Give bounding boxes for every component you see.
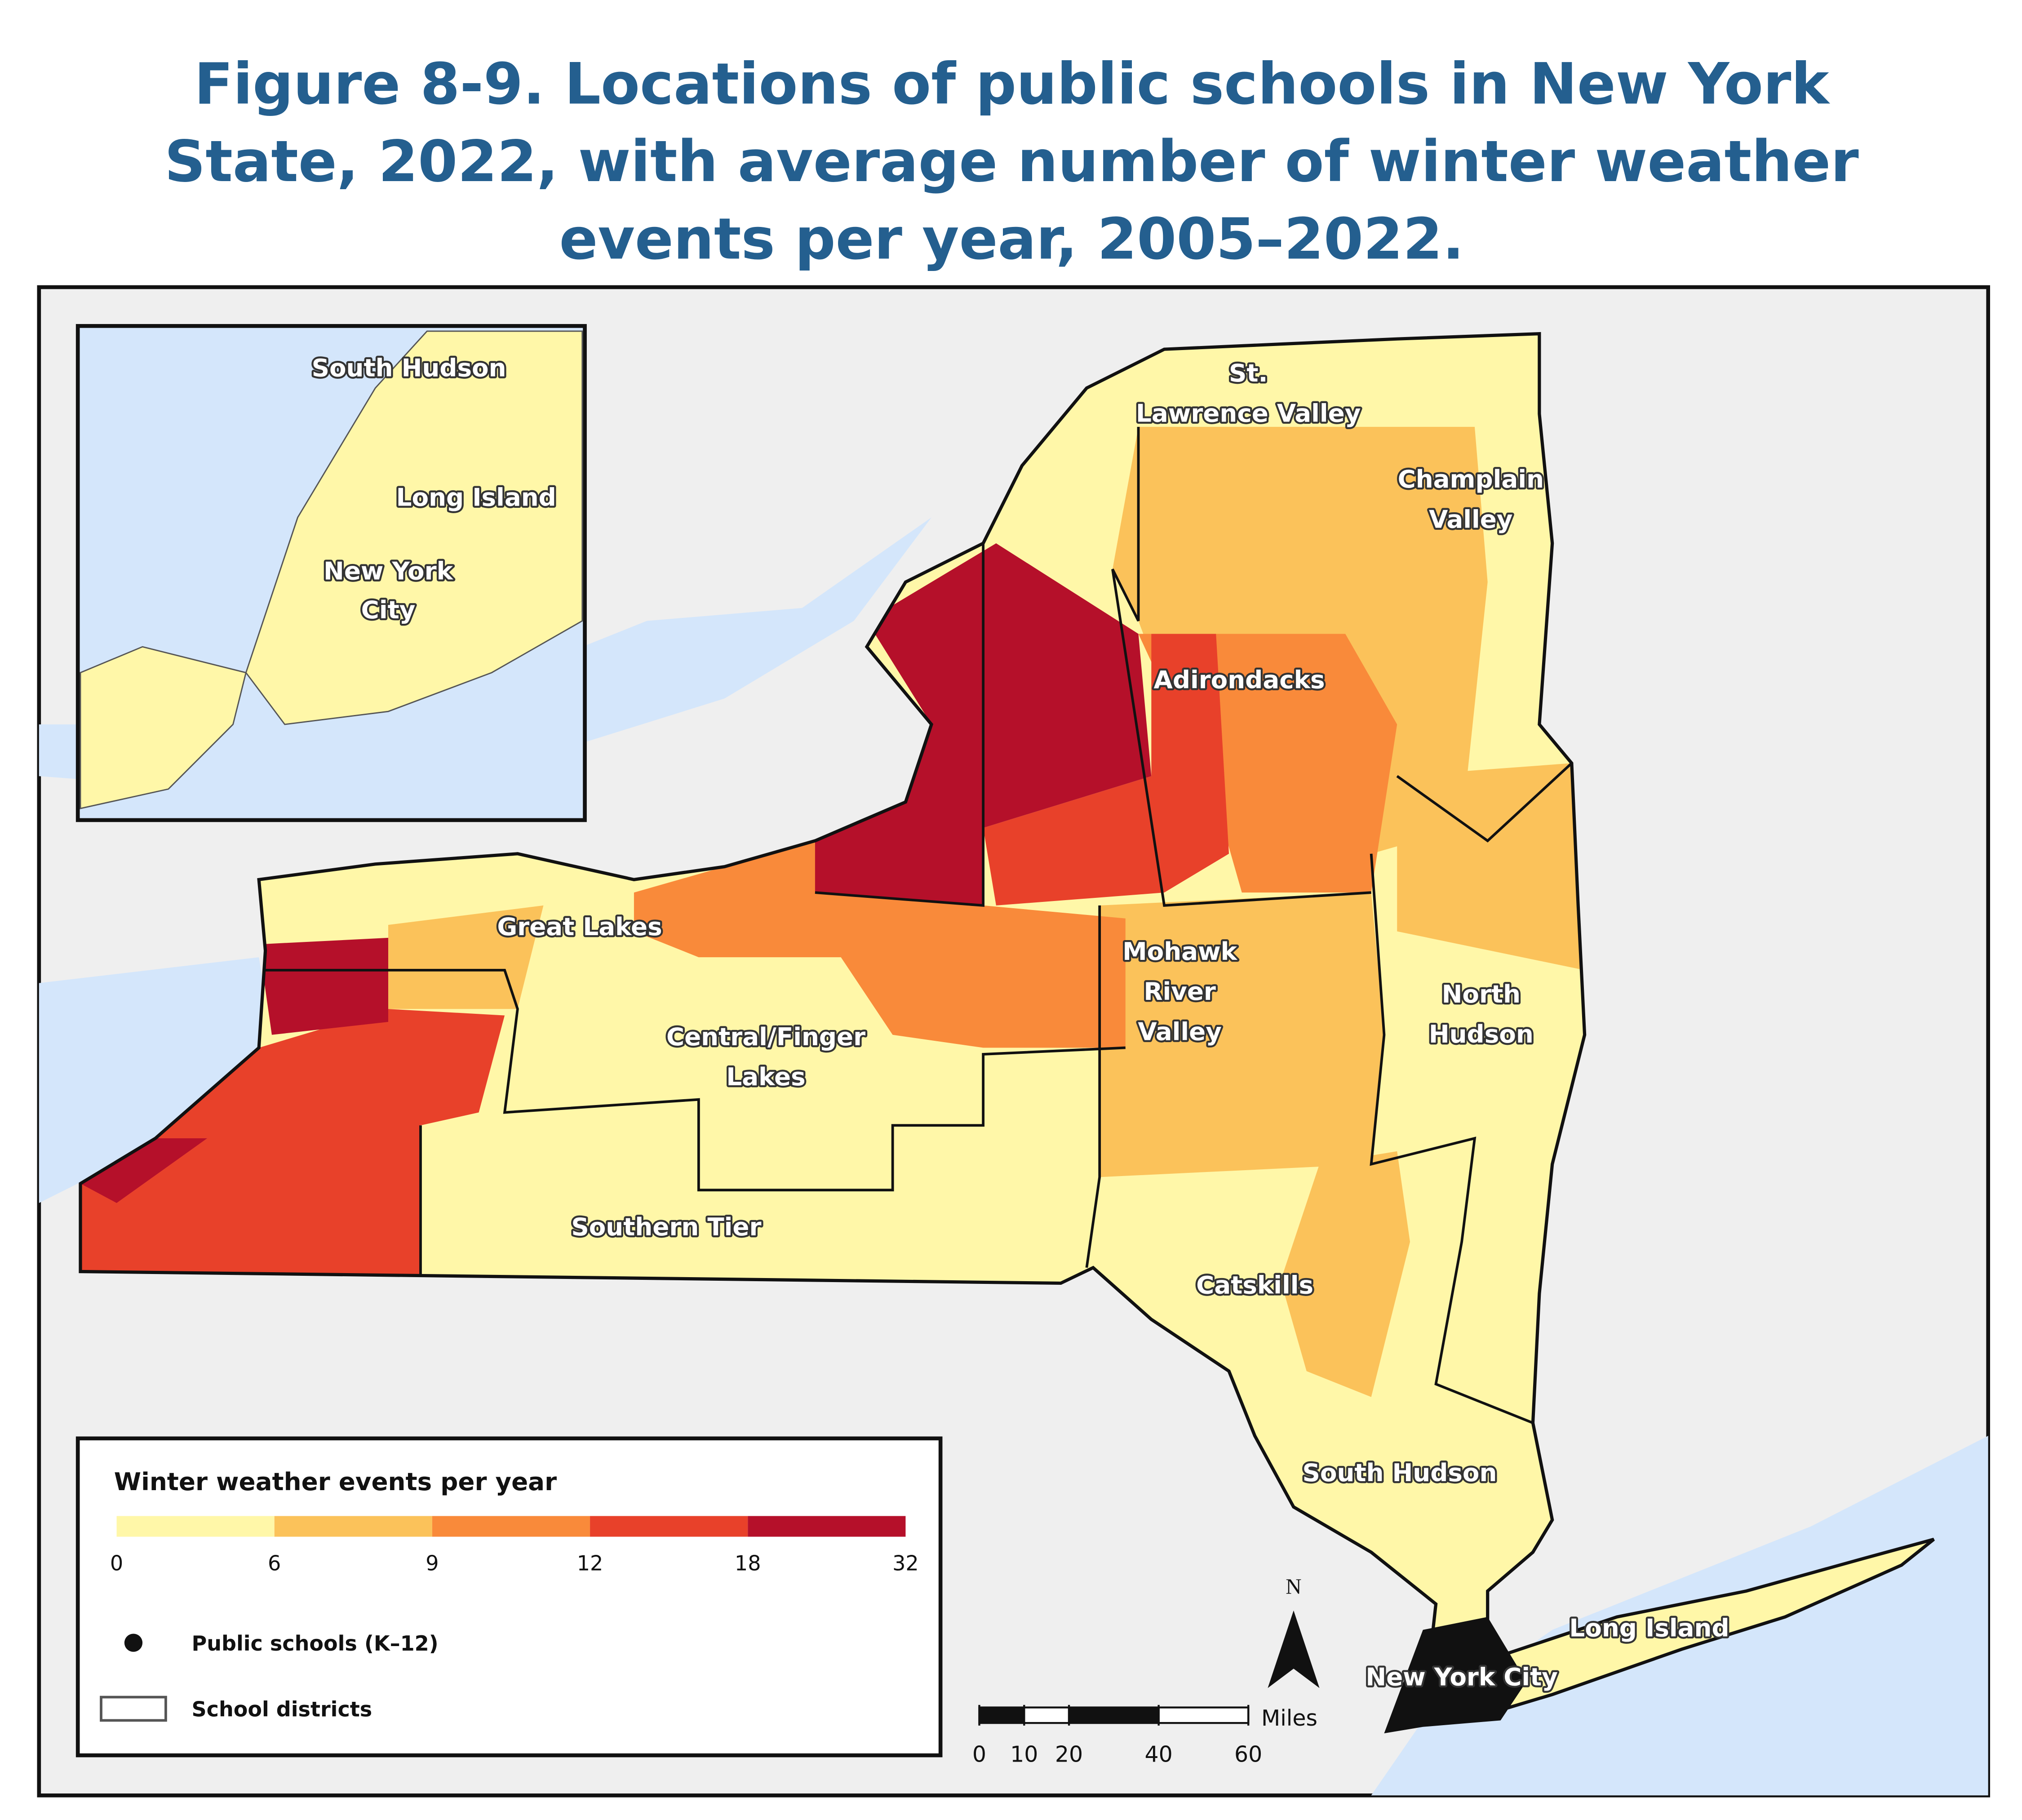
long-island [1485, 1537, 1935, 1717]
zone [634, 841, 1126, 1048]
region-label: Great Lakes [497, 912, 662, 941]
region-label: Southern Tier [571, 1212, 761, 1241]
state-outline [79, 332, 1587, 1723]
title-block: Figure 8-9. Locations of public schools … [164, 50, 1859, 272]
region-label: Champlain [1398, 465, 1544, 493]
inset-land [245, 330, 583, 725]
scale-label: 40 [1144, 1741, 1172, 1767]
region-label: River [1144, 977, 1216, 1006]
region-borders [265, 426, 1573, 1424]
scale-label: 10 [1010, 1741, 1038, 1767]
legend-title: Winter weather events per year [114, 1467, 557, 1496]
legend-swatch [116, 1516, 275, 1537]
legend-item: Public schools (K–12) [191, 1631, 438, 1656]
region-label: Valley [1138, 1017, 1221, 1046]
lake-erie [39, 957, 272, 1203]
region-label: Mohawk [1122, 937, 1237, 966]
inset-label: New York [324, 557, 454, 586]
title-line: State, 2022, with average number of wint… [164, 128, 1859, 195]
scale-segment [1157, 1706, 1250, 1724]
zone [388, 905, 544, 1009]
zone [983, 634, 1229, 906]
title-line: Figure 8-9. Locations of public schools … [194, 50, 1830, 117]
scale-label: 20 [1055, 1741, 1083, 1767]
inset-label: South Hudson [312, 354, 506, 382]
north-label: N [1286, 1574, 1301, 1598]
scale-label: 60 [1234, 1741, 1262, 1767]
zone [1100, 892, 1384, 1177]
zone [259, 937, 389, 1035]
legend-break: 9 [426, 1551, 439, 1575]
legend-swatch [432, 1516, 590, 1537]
region-label: Adirondacks [1154, 665, 1325, 694]
legend-break: 12 [577, 1551, 603, 1575]
inset-land [80, 646, 247, 809]
legend-break: 32 [892, 1551, 919, 1575]
scale-label: 0 [972, 1741, 986, 1767]
school-symbol [124, 1634, 143, 1652]
legend-break: 6 [268, 1551, 281, 1575]
title-line: events per year, 2005–2022. [559, 206, 1464, 272]
zone [80, 1138, 208, 1203]
region-label: St. [1229, 359, 1268, 387]
zone [1281, 1151, 1410, 1397]
legend-swatch [590, 1516, 748, 1537]
legend-swatch [274, 1516, 432, 1537]
region-label: Lakes [726, 1062, 805, 1091]
region-label: Valley [1429, 505, 1512, 533]
region-label: North [1442, 980, 1521, 1008]
scale-segment [1023, 1706, 1070, 1724]
region-label: Catskills [1196, 1270, 1313, 1299]
nyc-schools [1384, 1617, 1527, 1734]
region-label: Lawrence Valley [1136, 399, 1361, 427]
north-arrow [1268, 1610, 1320, 1688]
scale-unit: Miles [1261, 1705, 1317, 1731]
scale-segment [1068, 1706, 1160, 1724]
region-label: Central/Finger [666, 1022, 865, 1051]
legend-item: School districts [191, 1697, 372, 1722]
zone [1397, 763, 1585, 970]
inset-label: City [361, 595, 416, 624]
legend-break: 18 [735, 1551, 761, 1575]
region-label: Hudson [1429, 1020, 1534, 1048]
legend-break: 0 [110, 1551, 123, 1575]
region-label: South Hudson [1303, 1458, 1497, 1487]
region-label: Long Island [1569, 1613, 1729, 1642]
inset-label: Long Island [396, 483, 556, 511]
district-symbol [100, 1696, 167, 1722]
scale-segment [978, 1706, 1025, 1724]
labels: St. Lawrence Valley Champlain Valley Adirond… [310, 351, 1731, 1693]
zone [80, 1009, 505, 1281]
legend-box [75, 1436, 943, 1758]
region-label: New York City [1366, 1663, 1558, 1691]
legend-swatch [748, 1516, 906, 1537]
